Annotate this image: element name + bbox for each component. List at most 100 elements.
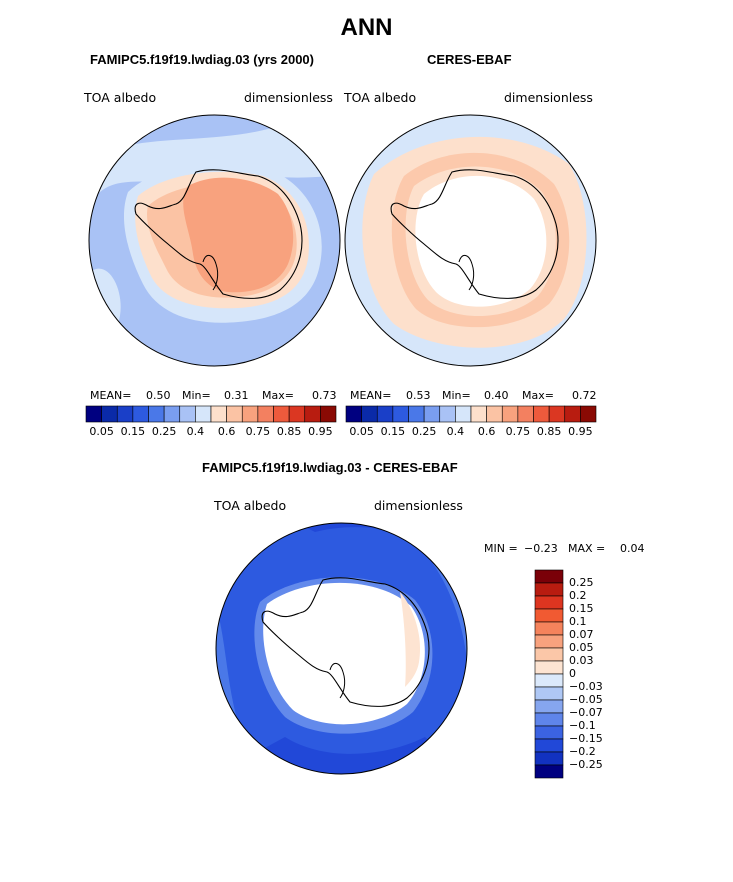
- colorbar-swatch: [534, 634, 564, 649]
- panel2-coastline: [390, 169, 559, 299]
- colorbar-tick-label: −0.1: [569, 719, 596, 732]
- panel1-min-value: 0.31: [224, 389, 249, 402]
- colorbar-tick-label: 0.05: [349, 425, 374, 438]
- colorbar-swatch: [534, 647, 564, 662]
- colorbar-tick-label: −0.05: [569, 693, 603, 706]
- colorbar-swatch: [132, 405, 149, 423]
- panel1-coastline: [134, 169, 303, 299]
- colorbar-swatch: [534, 621, 564, 636]
- panel2-max-value: 0.72: [572, 389, 597, 402]
- colorbar-tick-label: 0.25: [411, 425, 437, 438]
- colorbar-swatch: [564, 405, 581, 423]
- colorbar-tick-label: 0.15: [120, 425, 146, 438]
- panel2-min-value: 0.40: [484, 389, 509, 402]
- colorbar-tick-label: 0.15: [569, 602, 594, 615]
- colorbar-tick-label: 0.85: [536, 425, 562, 438]
- panel3-missing-data: [263, 582, 425, 725]
- colorbar-swatch: [85, 405, 102, 423]
- colorbar-tick-label: 0.2: [569, 589, 587, 602]
- colorbar-swatch: [580, 405, 597, 423]
- colorbar-tick-label: 0.75: [505, 425, 531, 438]
- panel2-min-label: Min=: [442, 389, 471, 402]
- colorbar-swatch: [470, 405, 487, 423]
- panel1-map: [88, 114, 341, 367]
- colorbar-tick-label: 0.6: [217, 425, 236, 438]
- colorbar-swatch: [345, 405, 362, 423]
- colorbar-swatch: [534, 595, 564, 610]
- panel3-units-label: dimensionless: [374, 498, 463, 513]
- colorbar-tick-label: 0.05: [89, 425, 114, 438]
- panel3-variable-label: TOA albedo: [214, 498, 287, 513]
- panel1-subtitle: FAMIPC5.f19f19.lwdiag.03 (yrs 2000): [90, 52, 314, 67]
- panel2-missing-data: [415, 175, 547, 307]
- colorbar-tick-label: 0.95: [308, 425, 333, 438]
- colorbar-swatch: [534, 569, 564, 584]
- panel1-mean-value: 0.50: [146, 389, 171, 402]
- colorbar-tick-label: −0.07: [569, 706, 603, 719]
- colorbar-swatch: [148, 405, 165, 423]
- colorbar-tick-label: 0.25: [569, 576, 594, 589]
- colorbar-swatch: [534, 686, 564, 701]
- colorbar-swatch: [195, 405, 212, 423]
- panel2-map: [344, 114, 597, 367]
- colorbar-swatch: [534, 673, 564, 688]
- colorbar-swatch: [534, 751, 564, 766]
- colorbar-swatch: [210, 405, 227, 423]
- colorbar-tick-label: 0.1: [569, 615, 587, 628]
- colorbar-tick-label: 0.4: [446, 425, 465, 438]
- colorbar-tick-label: 0.15: [380, 425, 406, 438]
- colorbar-swatch: [408, 405, 425, 423]
- colorbar-swatch: [534, 608, 564, 623]
- panel3-min-value: −0.23: [524, 542, 558, 555]
- panel2-colorbar: [345, 405, 597, 423]
- panel3-subtitle: FAMIPC5.f19f19.lwdiag.03 - CERES-EBAF: [202, 460, 458, 475]
- colorbar-swatch: [304, 405, 321, 423]
- colorbar-tick-label: 0.4: [186, 425, 205, 438]
- colorbar-swatch: [486, 405, 503, 423]
- colorbar-swatch: [163, 405, 181, 423]
- colorbar-tick-label: −0.2: [569, 745, 596, 758]
- panel3-max-value: 0.04: [620, 542, 645, 555]
- panel3-max-label: MAX =: [568, 542, 606, 555]
- colorbar-swatch: [179, 405, 196, 423]
- panel1-units-label: dimensionless: [244, 90, 333, 105]
- colorbar-tick-label: 0.05: [569, 641, 594, 654]
- panel2-units-label: dimensionless: [504, 90, 593, 105]
- colorbar-swatch: [226, 405, 243, 423]
- colorbar-swatch: [534, 660, 564, 675]
- colorbar-swatch: [361, 405, 378, 423]
- panel3-map: [215, 522, 468, 775]
- colorbar-swatch: [534, 582, 564, 597]
- colorbar-swatch: [534, 738, 564, 753]
- panel1-max-value: 0.73: [312, 389, 337, 402]
- colorbar-swatch: [534, 764, 564, 779]
- colorbar-tick-label: 0.07: [569, 628, 594, 641]
- colorbar-tick-label: 0.95: [568, 425, 593, 438]
- panel1-variable-label: TOA albedo: [84, 90, 157, 105]
- colorbar-swatch: [534, 725, 564, 740]
- colorbar-swatch: [423, 405, 441, 423]
- colorbar-swatch: [517, 405, 534, 423]
- panel2-max-label: Max=: [522, 389, 554, 402]
- colorbar-swatch: [533, 405, 550, 423]
- panel1-continent-high: [183, 177, 294, 293]
- panel1-colorbar: [85, 405, 337, 423]
- colorbar-swatch: [439, 405, 456, 423]
- colorbar-swatch: [320, 405, 337, 423]
- colorbar-swatch: [288, 405, 306, 423]
- colorbar-tick-label: 0.25: [151, 425, 177, 438]
- colorbar-tick-label: 0.85: [276, 425, 302, 438]
- colorbar-swatch: [534, 699, 564, 714]
- colorbar-swatch: [116, 405, 134, 423]
- panel1-max-label: Max=: [262, 389, 294, 402]
- colorbar-tick-label: −0.15: [569, 732, 603, 745]
- colorbar-tick-label: 0: [569, 667, 576, 680]
- figure-title: ANN: [340, 14, 393, 41]
- colorbar-tick-label: −0.25: [569, 758, 603, 771]
- panel3-colorbar: [534, 569, 564, 779]
- colorbar-tick-label: 0.6: [477, 425, 496, 438]
- colorbar-swatch: [392, 405, 409, 423]
- colorbar-tick-label: −0.03: [569, 680, 603, 693]
- panel2-mean-value: 0.53: [406, 389, 431, 402]
- colorbar-swatch: [241, 405, 259, 423]
